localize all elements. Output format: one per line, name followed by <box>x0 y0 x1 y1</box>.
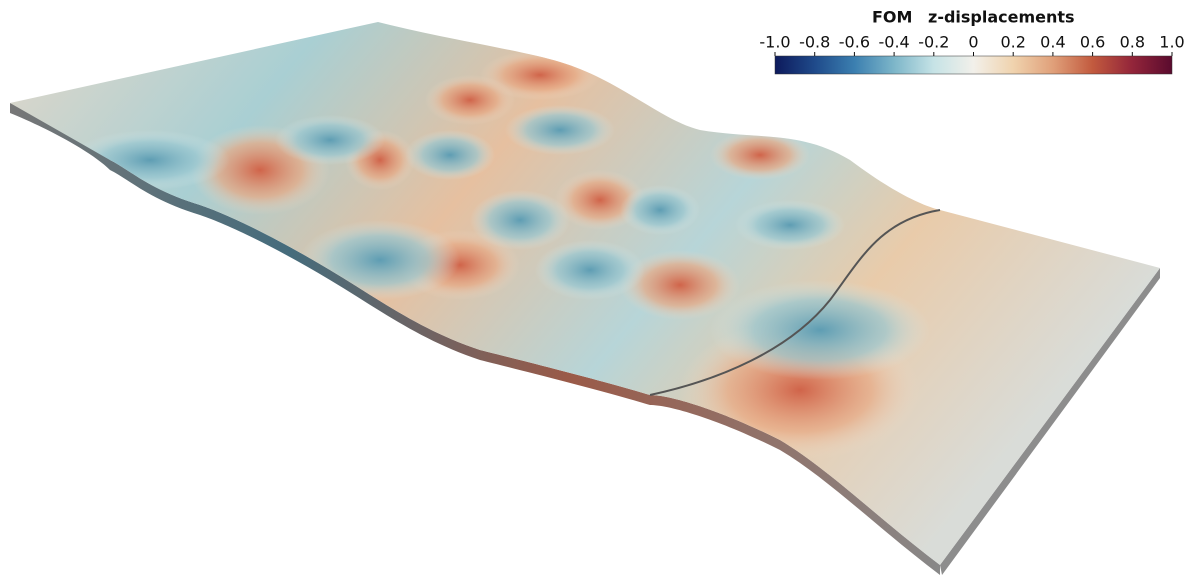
tick-label: 0 <box>968 33 978 52</box>
tick-label: -0.2 <box>918 33 949 52</box>
colorbar-scale <box>774 55 1173 75</box>
tick-label: 0.6 <box>1080 33 1105 52</box>
tick-label: 0.8 <box>1120 33 1145 52</box>
tick-label: -0.8 <box>799 33 830 52</box>
colorbar-dataset: FOM <box>872 8 912 27</box>
colorbar: FOM z-displacements -1.0 -0.8 -0.6 -0.4 -0.2… <box>759 8 1185 75</box>
tick-label: -1.0 <box>759 33 790 52</box>
tick-label: 0.4 <box>1040 33 1065 52</box>
tick-label: -0.4 <box>878 33 909 52</box>
colorbar-title: z-displacements <box>928 8 1075 27</box>
tick-label: 1.0 <box>1159 33 1184 52</box>
tick-label: -0.6 <box>839 33 870 52</box>
interface-line <box>649 209 941 396</box>
plate-side-right <box>940 268 1160 575</box>
tick-label: 0.2 <box>1000 33 1025 52</box>
